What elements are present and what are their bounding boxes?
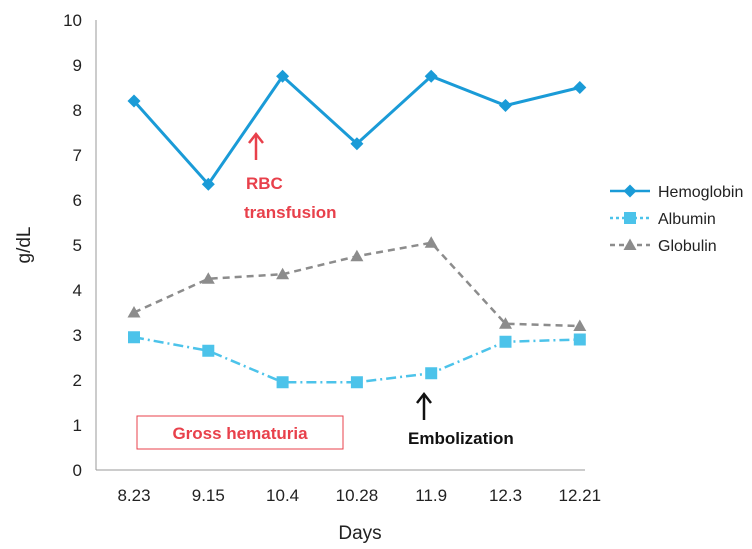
hemoglobin-point <box>573 81 587 94</box>
albumin-point <box>350 376 363 389</box>
legend-item-globulin: Globulin <box>610 238 717 255</box>
y-tick-label: 7 <box>73 146 82 165</box>
x-tick-label: 12.3 <box>489 486 522 505</box>
globulin-point <box>499 317 512 329</box>
x-tick-label: 8.23 <box>117 486 150 505</box>
y-tick-label: 3 <box>73 326 82 345</box>
legend-label: Hemoglobin <box>658 184 743 201</box>
hemoglobin-point <box>127 94 141 108</box>
globulin-point <box>424 236 438 248</box>
y-tick-label: 4 <box>73 281 82 300</box>
embolization-annotation: Embolization <box>408 391 514 448</box>
y-tick-label: 9 <box>73 56 82 75</box>
legend-item-albumin: Albumin <box>610 211 716 228</box>
hemoglobin-point <box>276 69 290 83</box>
y-tick-label: 6 <box>73 191 82 210</box>
transfusion-annotation: RBC transfusion <box>244 131 337 222</box>
axes <box>95 20 585 471</box>
y-tick-label: 2 <box>73 371 82 390</box>
albumin-point <box>128 331 140 344</box>
hematuria-box <box>136 415 344 450</box>
hemoglobin-point <box>424 69 438 83</box>
x-tick-label: 10.4 <box>266 486 299 505</box>
legend: Hemoglobin Albumin Globulin <box>610 184 743 255</box>
legend-label: Globulin <box>658 238 717 255</box>
globulin-series <box>127 236 587 331</box>
transfusion-label-line2: transfusion <box>244 203 337 222</box>
series-layer <box>127 69 587 389</box>
y-tick-labels: 0 1 2 3 4 5 6 7 8 9 10 <box>63 11 82 480</box>
hemoglobin-line <box>132 73 581 187</box>
globulin-point <box>350 249 364 262</box>
y-tick-label: 0 <box>73 461 82 480</box>
globulin-point <box>573 319 587 331</box>
transfusion-label-line1: RBC <box>246 174 283 193</box>
y-tick-label: 1 <box>73 416 82 435</box>
x-tick-label: 12.21 <box>559 486 602 505</box>
albumin-point <box>573 333 586 346</box>
x-tick-label: 10.28 <box>336 486 379 505</box>
x-axis-title: Days <box>338 523 381 544</box>
albumin-point <box>499 335 512 348</box>
y-axis-title: g/dL <box>14 227 35 264</box>
x-tick-label: 11.9 <box>415 486 447 505</box>
legend-item-hemoglobin: Hemoglobin <box>610 184 743 201</box>
embolization-arrowhead-icon <box>416 391 432 404</box>
albumin-point <box>425 367 438 380</box>
legend-swatch-marker <box>623 238 637 250</box>
legend-swatch-marker <box>623 184 637 198</box>
hemoglobin-series <box>127 69 587 191</box>
hematuria-label: Gross hematuria <box>172 424 308 443</box>
y-tick-label: 10 <box>63 11 82 30</box>
globulin-point <box>127 306 141 318</box>
albumin-line <box>133 336 580 384</box>
x-tick-labels: 8.23 9.15 10.4 10.28 11.9 12.3 12.21 <box>117 486 601 505</box>
y-tick-label: 8 <box>73 101 82 120</box>
legend-swatch-marker <box>624 212 636 224</box>
hematuria-annotation: Gross hematuria <box>136 415 344 450</box>
embolization-label: Embolization <box>408 429 514 448</box>
albumin-series <box>128 331 586 389</box>
albumin-point <box>202 344 215 357</box>
albumin-point <box>276 376 289 389</box>
x-tick-label: 9.15 <box>192 486 225 505</box>
hemoglobin-point <box>499 99 512 112</box>
globulin-point <box>201 272 215 284</box>
hemoglobin-point <box>201 177 215 191</box>
y-tick-label: 5 <box>73 236 82 255</box>
hemoglobin-point <box>350 137 364 151</box>
transfusion-arrowhead-icon <box>248 131 264 144</box>
legend-label: Albumin <box>658 211 716 228</box>
globulin-point <box>276 267 290 280</box>
